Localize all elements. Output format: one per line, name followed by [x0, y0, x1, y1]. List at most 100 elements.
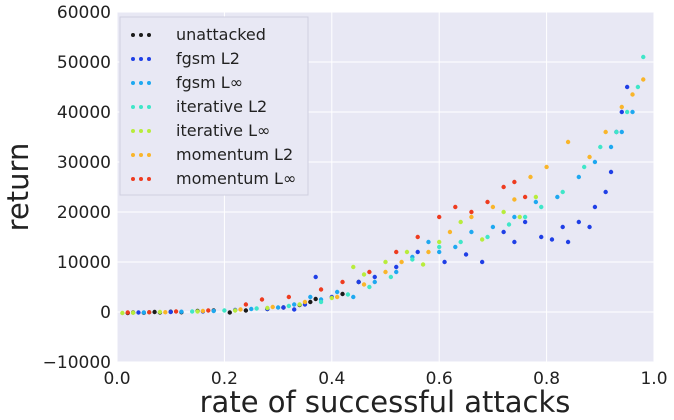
data-point — [453, 204, 458, 210]
data-point — [549, 237, 555, 242]
data-point — [565, 139, 571, 145]
data-point — [281, 305, 286, 310]
data-point — [437, 239, 442, 245]
data-point — [130, 310, 136, 315]
legend: unattacked fgsm L2 fgsm L∞ iterative L2 iter… — [119, 16, 309, 196]
legend-marker — [139, 57, 143, 61]
legend-label: iterative L∞ — [176, 121, 270, 140]
data-point — [189, 309, 195, 314]
data-point — [308, 299, 313, 305]
data-point — [313, 296, 318, 302]
data-point — [539, 204, 544, 210]
y-tick-labels: −10000 0 10000 20000 30000 40000 50000 60000 — [43, 3, 111, 373]
data-point — [372, 274, 377, 280]
x-tick-label: 0.0 — [103, 369, 130, 389]
data-point — [592, 159, 598, 165]
grid-lines — [116, 11, 655, 363]
data-point — [334, 289, 340, 295]
data-point — [544, 164, 549, 170]
data-point — [501, 209, 506, 215]
data-point — [501, 229, 506, 235]
legend-marker — [139, 177, 143, 181]
legend-label: fgsm L∞ — [176, 73, 243, 92]
data-point — [581, 164, 587, 170]
data-point — [351, 294, 356, 300]
legend-label: momentum L∞ — [176, 169, 296, 188]
y-axis-label: return — [1, 143, 35, 232]
data-point — [351, 264, 356, 270]
data-point — [292, 302, 297, 307]
data-point — [318, 287, 324, 292]
data-point — [437, 244, 442, 250]
legend-marker — [139, 105, 143, 109]
data-point — [334, 294, 340, 300]
data-point — [254, 306, 259, 311]
legend-entry: fgsm L∞ — [131, 73, 243, 92]
data-point — [463, 252, 469, 257]
data-point — [120, 310, 125, 316]
data-point — [603, 129, 608, 135]
data-point — [447, 229, 453, 235]
data-point — [302, 299, 308, 305]
data-point — [469, 229, 474, 235]
data-point — [404, 249, 410, 255]
data-point — [367, 269, 372, 275]
data-point — [200, 308, 206, 314]
data-point — [437, 214, 442, 220]
data-point — [506, 222, 512, 227]
data-point — [238, 307, 243, 312]
data-point — [329, 295, 334, 301]
x-tick-label: 0.4 — [318, 369, 345, 389]
data-point — [458, 239, 463, 245]
data-point — [587, 224, 592, 230]
legend-marker — [147, 129, 151, 133]
data-point — [630, 92, 635, 97]
data-point — [624, 84, 630, 90]
data-point — [592, 204, 598, 210]
data-point — [619, 129, 624, 135]
legend-marker — [131, 177, 135, 181]
data-point — [399, 259, 404, 265]
legend-box — [119, 16, 309, 196]
data-point — [372, 279, 377, 285]
data-point — [603, 189, 608, 195]
data-point — [163, 310, 168, 315]
data-point — [442, 259, 447, 265]
data-point — [565, 239, 571, 245]
data-point — [394, 264, 399, 270]
data-point — [485, 199, 490, 205]
y-tick-label: 0 — [100, 303, 111, 323]
data-point — [426, 239, 431, 245]
data-point — [641, 77, 646, 82]
data-point — [275, 305, 281, 310]
series-3 — [147, 54, 646, 315]
data-point — [340, 291, 345, 297]
data-point — [501, 184, 506, 190]
data-point — [136, 310, 141, 315]
data-point — [641, 54, 646, 60]
data-point — [512, 197, 517, 202]
data-point — [152, 309, 157, 315]
data-point — [469, 214, 474, 220]
data-point — [243, 302, 249, 307]
data-point — [420, 262, 426, 267]
data-point — [619, 104, 624, 110]
data-point — [394, 269, 399, 275]
data-point — [367, 284, 372, 290]
data-point — [297, 302, 302, 307]
data-point — [147, 310, 152, 315]
legend-entry: iterative L2 — [131, 97, 267, 116]
data-point — [522, 214, 528, 220]
data-point — [157, 309, 163, 315]
x-tick-label: 0.2 — [211, 369, 238, 389]
data-point — [576, 219, 582, 225]
data-point — [539, 234, 544, 240]
data-point — [517, 214, 522, 220]
legend-entry: fgsm L2 — [131, 49, 240, 68]
data-point — [388, 274, 394, 280]
data-point — [479, 237, 485, 242]
legend-marker — [139, 153, 143, 157]
y-tick-label: 10000 — [57, 253, 111, 273]
data-point — [624, 109, 630, 115]
data-point — [576, 174, 582, 180]
